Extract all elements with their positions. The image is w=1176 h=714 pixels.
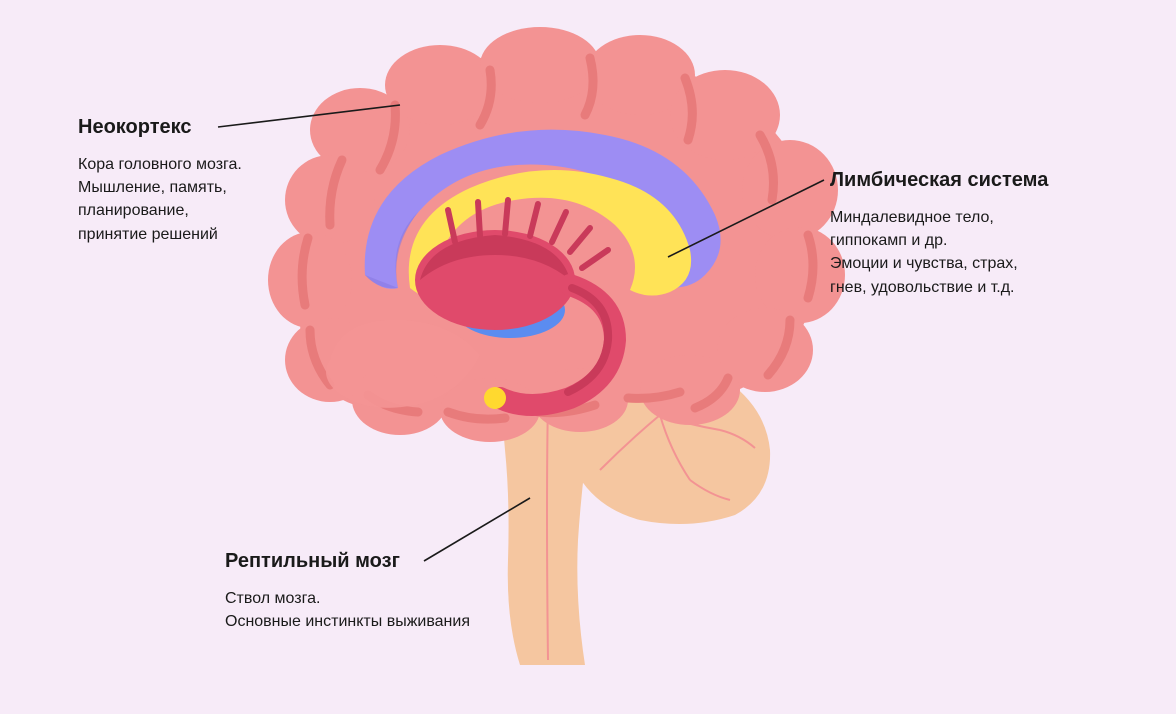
diagram-canvas: Неокортекс Кора головного мозга. Мышлени… xyxy=(0,0,1176,714)
limbic-label: Лимбическая система Миндалевидное тело, … xyxy=(830,168,1048,299)
reptilian-desc: Ствол мозга. Основные инстинкты выживани… xyxy=(225,587,470,633)
neocortex-desc: Кора головного мозга. Мышление, память, … xyxy=(78,153,242,246)
neocortex-title: Неокортекс xyxy=(78,115,242,139)
amygdala-shape xyxy=(484,387,506,409)
neocortex-label: Неокортекс Кора головного мозга. Мышлени… xyxy=(78,115,242,246)
reptilian-title: Рептильный мозг xyxy=(225,549,470,573)
reptilian-label: Рептильный мозг Ствол мозга. Основные ин… xyxy=(225,549,470,633)
limbic-desc: Миндалевидное тело, гиппокамп и др. Эмоц… xyxy=(830,206,1048,299)
limbic-title: Лимбическая система xyxy=(830,168,1048,192)
brain-illustration xyxy=(0,0,1176,714)
